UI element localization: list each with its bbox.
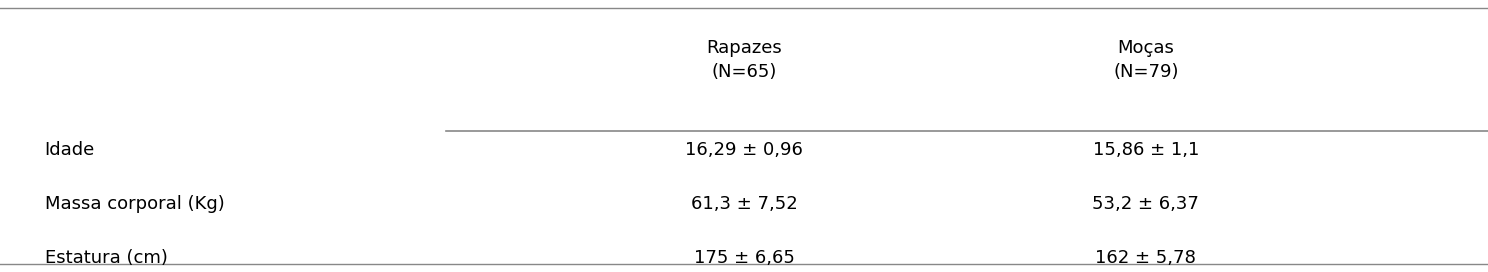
Text: 53,2 ± 6,37: 53,2 ± 6,37 bbox=[1092, 195, 1199, 213]
Text: 162 ± 5,78: 162 ± 5,78 bbox=[1095, 249, 1196, 267]
Text: Rapazes
(N=65): Rapazes (N=65) bbox=[707, 39, 781, 81]
Text: 15,86 ± 1,1: 15,86 ± 1,1 bbox=[1092, 141, 1199, 159]
Text: Idade: Idade bbox=[45, 141, 95, 159]
Text: Moças
(N=79): Moças (N=79) bbox=[1113, 39, 1178, 81]
Text: 175 ± 6,65: 175 ± 6,65 bbox=[693, 249, 795, 267]
Text: Estatura (cm): Estatura (cm) bbox=[45, 249, 168, 267]
Text: 16,29 ± 0,96: 16,29 ± 0,96 bbox=[684, 141, 804, 159]
Text: 61,3 ± 7,52: 61,3 ± 7,52 bbox=[690, 195, 798, 213]
Text: Massa corporal (Kg): Massa corporal (Kg) bbox=[45, 195, 225, 213]
